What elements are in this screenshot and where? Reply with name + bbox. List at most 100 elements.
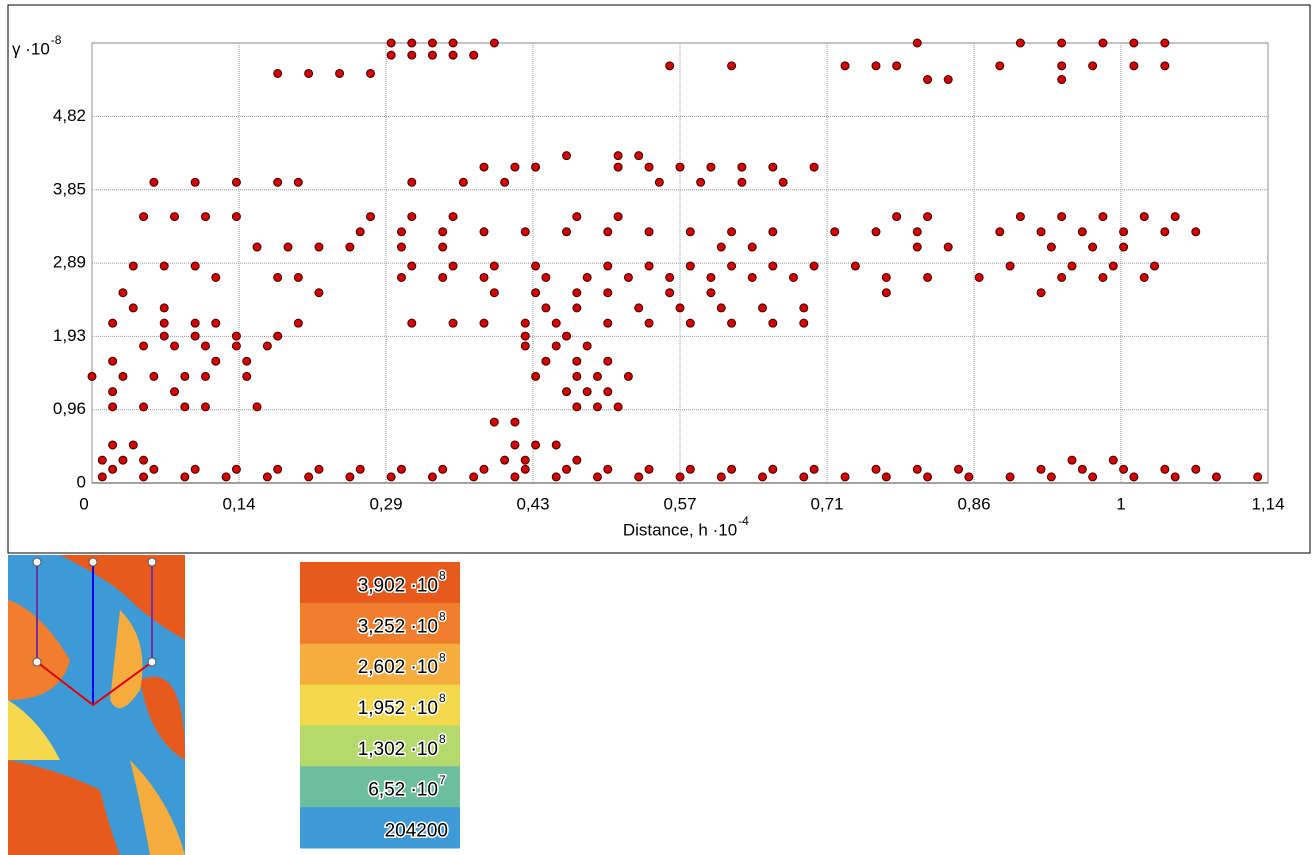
point: [716, 242, 726, 252]
point: [427, 50, 437, 60]
point: [644, 227, 654, 237]
point: [1150, 261, 1160, 271]
point: [139, 472, 149, 482]
point: [1036, 464, 1046, 474]
point: [654, 177, 664, 187]
point: [881, 472, 891, 482]
point: [108, 387, 118, 397]
colorbar-label-exponent: 7: [439, 773, 446, 787]
point: [170, 212, 180, 222]
point: [489, 417, 499, 427]
point: [1129, 38, 1139, 48]
point: [727, 318, 737, 328]
point: [489, 288, 499, 298]
x-tick-label: 0,29: [369, 494, 402, 513]
colorbar-label: 204200: [385, 821, 448, 842]
x-tick-label: 0,43: [516, 494, 549, 513]
point: [108, 440, 118, 450]
x-tick-label: 0,71: [810, 494, 843, 513]
point: [231, 464, 241, 474]
point: [520, 227, 530, 237]
point: [1005, 472, 1015, 482]
point: [1005, 261, 1015, 271]
x-tick-label: 0: [79, 494, 88, 513]
point: [149, 464, 159, 474]
point: [799, 318, 809, 328]
point: [1088, 242, 1098, 252]
y-tick-label: 1,93: [53, 326, 86, 345]
colorbar-label: 6,52 ·10: [368, 780, 438, 801]
point: [603, 261, 613, 271]
point: [293, 272, 303, 282]
colorbar-band: [300, 766, 460, 808]
point: [520, 464, 530, 474]
point: [1046, 472, 1056, 482]
point: [644, 318, 654, 328]
point: [912, 38, 922, 48]
point: [407, 38, 417, 48]
point: [427, 38, 437, 48]
point: [273, 331, 283, 341]
point: [159, 261, 169, 271]
point: [768, 261, 778, 271]
point: [1139, 272, 1149, 282]
point: [923, 75, 933, 85]
point: [696, 177, 706, 187]
colorbar-band: [300, 562, 460, 604]
point: [531, 261, 541, 271]
point: [1015, 212, 1025, 222]
point: [706, 272, 716, 282]
point: [231, 177, 241, 187]
point: [1211, 472, 1221, 482]
point: [685, 464, 695, 474]
point: [118, 455, 128, 465]
point: [799, 472, 809, 482]
colorbar-label: 3,252 ·10: [358, 616, 438, 637]
point: [675, 303, 685, 313]
point: [737, 162, 747, 172]
point: [438, 242, 448, 252]
point: [1036, 288, 1046, 298]
point: [892, 212, 902, 222]
point: [541, 356, 551, 366]
point: [974, 272, 984, 282]
x-tick-label: 0,57: [663, 494, 696, 513]
point: [479, 464, 489, 474]
point: [242, 371, 252, 381]
point: [572, 212, 582, 222]
point: [180, 402, 190, 412]
point: [768, 464, 778, 474]
point: [582, 387, 592, 397]
point: [871, 227, 881, 237]
point: [1191, 227, 1201, 237]
point: [407, 50, 417, 60]
point: [1108, 261, 1118, 271]
point: [1057, 75, 1067, 85]
point: [448, 261, 458, 271]
point: [809, 464, 819, 474]
point: [108, 464, 118, 474]
point: [758, 303, 768, 313]
point: [923, 472, 933, 482]
point: [613, 212, 623, 222]
x-axis-label-exponent: -4: [738, 514, 749, 528]
point: [479, 318, 489, 328]
point: [995, 61, 1005, 71]
point: [231, 212, 241, 222]
point: [685, 227, 695, 237]
point: [396, 272, 406, 282]
point: [964, 472, 974, 482]
point: [912, 227, 922, 237]
point: [520, 455, 530, 465]
point: [262, 341, 272, 351]
point: [1160, 464, 1170, 474]
point: [448, 212, 458, 222]
point: [314, 242, 324, 252]
point: [623, 371, 633, 381]
point: [572, 455, 582, 465]
point: [603, 464, 613, 474]
point: [727, 61, 737, 71]
x-tick-label: 1: [1116, 494, 1125, 513]
x-tick-label: 0,14: [222, 494, 255, 513]
point: [747, 242, 757, 252]
